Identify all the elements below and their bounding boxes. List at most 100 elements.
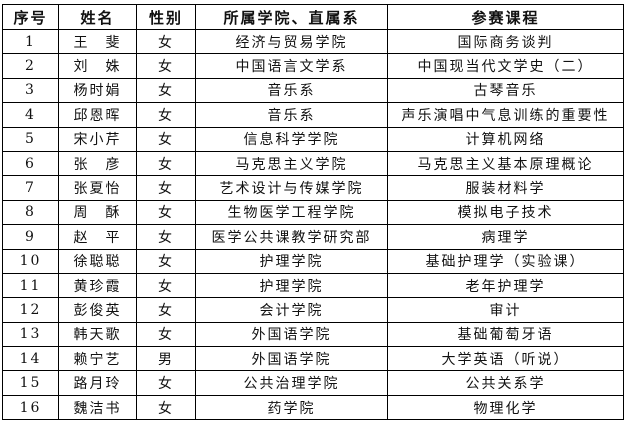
cell-index: 16 [2,394,59,421]
cell-name: 彭俊英 [58,297,137,323]
table-row: 11 黄珍霞女护理学院 老年护理学 [2,272,624,299]
cell-index: 10 [2,248,59,274]
cell-index: 15 [2,370,59,396]
cell-index: 11 [2,272,59,299]
cell-gender: 女 [136,394,196,421]
cell-index: 8 [2,199,59,226]
cell-gender: 女 [136,126,196,152]
cell-course: 马克思主义基本原理概论 [387,150,624,177]
cell-course: 中国现当代文学史（二） [387,53,624,79]
cell-gender: 女 [136,175,196,201]
cell-gender: 女 [136,272,196,299]
cell-name: 刘 姝 [58,53,137,79]
cell-name: 路月玲 [58,370,137,396]
cell-department: 信息科学学院 [195,126,388,152]
cell-gender: 女 [136,370,196,396]
cell-index: 4 [2,102,59,128]
table-row: 4 邱恩晖女音乐系 声乐演唱中气息训练的重要性 [2,102,624,128]
cell-course: 老年护理学 [387,272,624,299]
cell-department: 音乐系 [195,77,388,104]
cell-name: 赖宁艺 [58,346,137,372]
cell-name: 徐聪聪 [58,248,137,274]
cell-index: 3 [2,77,59,104]
cell-department: 马克思主义学院 [195,150,388,177]
cell-index: 13 [2,321,59,348]
cell-course: 物理化学 [387,394,624,421]
cell-name: 周 酥 [58,199,137,226]
cell-course: 计算机网络 [387,126,624,152]
table-row: 13 韩天歌女外国语学院 基础葡萄牙语 [2,321,624,348]
header-department: 所属学院、直属系 [195,4,388,30]
cell-course: 模拟电子技术 [387,199,624,226]
cell-gender: 女 [136,53,196,79]
table-row: 12 彭俊英女会计学院 审计 [2,297,624,323]
cell-course: 公共关系学 [387,370,624,396]
table-row: 14 赖宁艺男外国语学院 大学英语（听说） [2,346,624,372]
cell-course: 服装材料学 [387,175,624,201]
cell-department: 外国语学院 [195,346,388,372]
cell-index: 9 [2,224,59,250]
cell-course: 审计 [387,297,624,323]
cell-department: 外国语学院 [195,321,388,348]
cell-name: 张夏怡 [58,175,137,201]
cell-name: 王 斐 [58,28,137,55]
cell-name: 赵 平 [58,224,137,250]
cell-department: 会计学院 [195,297,388,323]
cell-name: 邱恩晖 [58,102,137,128]
cell-gender: 男 [136,346,196,372]
cell-course: 声乐演唱中气息训练的重要性 [387,102,624,128]
cell-gender: 女 [136,77,196,104]
cell-name: 杨时娟 [58,77,137,104]
cell-department: 医学公共课教学研究部 [195,224,388,250]
cell-course: 古琴音乐 [387,77,624,104]
cell-course: 病理学 [387,224,624,250]
cell-course: 国际商务谈判 [387,28,624,55]
header-gender: 性别 [136,4,196,30]
cell-gender: 女 [136,28,196,55]
cell-gender: 女 [136,321,196,348]
cell-course: 基础护理学（实验课） [387,248,624,274]
table-row: 15 路月玲女公共治理学院 公共关系学 [2,370,624,396]
cell-gender: 女 [136,248,196,274]
cell-index: 6 [2,150,59,177]
cell-department: 公共治理学院 [195,370,388,396]
table-row: 7 张夏怡女艺术设计与传媒学院 服装材料学 [2,175,624,201]
cell-index: 1 [2,28,59,55]
cell-gender: 女 [136,150,196,177]
cell-name: 宋小芹 [58,126,137,152]
header-name: 姓名 [58,4,137,30]
table-row: 3 杨时娟女音乐系 古琴音乐 [2,77,624,104]
cell-name: 张 彦 [58,150,137,177]
cell-department: 护理学院 [195,272,388,299]
cell-gender: 女 [136,297,196,323]
cell-department: 艺术设计与传媒学院 [195,175,388,201]
cell-department: 药学院 [195,394,388,421]
cell-course: 大学英语（听说） [387,346,624,372]
cell-department: 生物医学工程学院 [195,199,388,226]
cell-index: 12 [2,297,59,323]
cell-course: 基础葡萄牙语 [387,321,624,348]
cell-gender: 女 [136,224,196,250]
cell-name: 韩天歌 [58,321,137,348]
cell-name: 黄珍霞 [58,272,137,299]
cell-name: 魏洁书 [58,394,137,421]
cell-department: 护理学院 [195,248,388,274]
table-row: 16 魏洁书女药学院 物理化学 [2,394,624,421]
header-course: 参赛课程 [387,4,624,30]
cell-department: 经济与贸易学院 [195,28,388,55]
header-row: 序号 姓名 性别 所属学院、直属系 参赛课程 [2,4,624,30]
cell-index: 2 [2,53,59,79]
cell-gender: 女 [136,102,196,128]
table-row: 10 徐聪聪女护理学院 基础护理学（实验课） [2,248,624,274]
cell-index: 7 [2,175,59,201]
cell-gender: 女 [136,199,196,226]
cell-index: 14 [2,346,59,372]
table-row: 5 宋小芹女信息科学学院 计算机网络 [2,126,624,152]
cell-index: 5 [2,126,59,152]
